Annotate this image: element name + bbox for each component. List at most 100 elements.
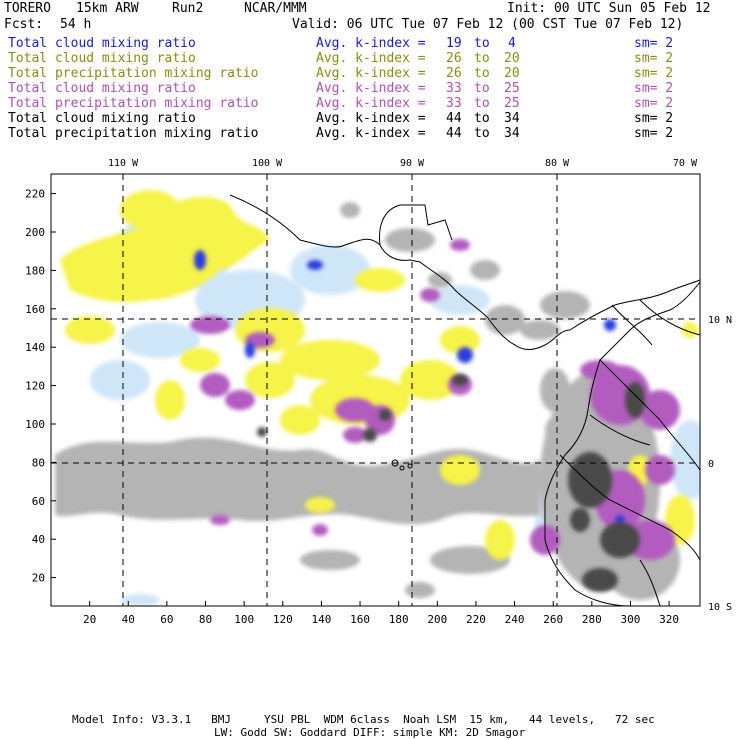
legend-row: Total precipitation mixing ratio Avg. k-i…: [8, 126, 728, 141]
legend-row: Total precipitation mixing ratio Avg. k-i…: [8, 66, 728, 81]
legend-to: 4: [508, 36, 516, 51]
footer-model-info: Model Info: V3.3.1 BMJ YSU PBL WDM 6clas…: [72, 713, 655, 726]
legend-row: Total cloud mixing ratio Avg. k-index = 33…: [8, 81, 728, 96]
y-tick-label: 140: [25, 341, 45, 354]
header-fcst-label: Fcst:: [4, 17, 44, 32]
y-axis: 220 200 180 160 140 120 100 80 60 40 20: [25, 188, 56, 585]
coastlines: [229, 194, 701, 607]
legend-row: Total precipitation mixing ratio Avg. k-i…: [8, 96, 728, 111]
longitude-label: 70 W: [673, 158, 698, 169]
y-tick-label: 120: [25, 380, 45, 393]
legend-sm: sm= 2: [634, 96, 674, 111]
longitude-label: 90 W: [400, 158, 425, 169]
longitude-label: 100 W: [252, 158, 283, 169]
x-tick-label: 160: [350, 613, 370, 626]
legend-field: Total precipitation mixing ratio: [8, 126, 259, 141]
footer-physics: LW: Godd SW: Goddard DIFF: simple KM: 2D…: [214, 726, 526, 739]
legend-to-label: to: [474, 96, 490, 111]
y-tick-label: 220: [25, 188, 45, 201]
legend-to-label: to: [474, 126, 490, 141]
legend-field: Total precipitation mixing ratio: [8, 96, 259, 111]
x-tick-label: 320: [659, 613, 679, 626]
legend-from: 26: [446, 51, 462, 66]
x-tick-label: 120: [273, 613, 293, 626]
legend-field: Total cloud mixing ratio: [8, 51, 196, 66]
plot-frame: [50, 173, 701, 607]
legend-field: Total cloud mixing ratio: [8, 81, 196, 96]
legend-row: Total cloud mixing ratio Avg. k-index = 19…: [8, 36, 728, 51]
legend-sm: sm= 2: [634, 111, 674, 126]
purple-regions: [190, 239, 680, 560]
x-tick-label: 140: [311, 613, 331, 626]
header-fcst-value: 54 h: [60, 17, 92, 32]
header-model: TORERO: [4, 1, 51, 16]
y-tick-label: 20: [32, 572, 45, 585]
legend-to: 25: [504, 81, 520, 96]
longitude-labels: 110 W 100 W 90 W 80 W 70 W: [108, 158, 698, 169]
header-valid: Valid: 06 UTC Tue 07 Feb 12 (00 CST Tue …: [292, 17, 684, 32]
legend-from: 33: [446, 81, 462, 96]
y-tick-label: 160: [25, 303, 45, 316]
x-tick-label: 20: [83, 613, 96, 626]
grey-cloud-regions: [55, 202, 680, 600]
x-axis: 20 40 60 80 100 120 140 160 180 200 220 240 260 280 30…: [83, 601, 679, 626]
legend-row: Total cloud mixing ratio Avg. k-index = 26…: [8, 51, 728, 66]
legend-field: Total cloud mixing ratio: [8, 36, 196, 51]
x-tick-label: 200: [427, 613, 447, 626]
legend-from: 19: [446, 36, 462, 51]
legend-to-label: to: [474, 81, 490, 96]
legend-from: 33: [446, 96, 462, 111]
y-tick-label: 80: [32, 456, 45, 469]
legend-kindex: Avg. k-index =: [316, 81, 426, 96]
legend-to: 25: [504, 96, 520, 111]
y-tick-label: 180: [25, 264, 45, 277]
x-tick-label: 60: [160, 613, 173, 626]
legend-sm: sm= 2: [634, 36, 674, 51]
header-init: Init: 00 UTC Sun 05 Feb 12: [507, 1, 711, 16]
legend-sm: sm= 2: [634, 126, 674, 141]
legend-kindex: Avg. k-index =: [316, 66, 426, 81]
legend-sm: sm= 2: [634, 66, 674, 81]
legend-kindex: Avg. k-index =: [316, 36, 426, 51]
legend-field: Total cloud mixing ratio: [8, 111, 196, 126]
latitude-label: 10 S: [708, 602, 732, 613]
y-tick-label: 60: [32, 495, 45, 508]
x-tick-label: 300: [621, 613, 641, 626]
legend-to-label: to: [474, 66, 490, 81]
latitude-label: 0: [708, 459, 714, 470]
longitude-label: 110 W: [108, 158, 139, 169]
x-tick-label: 80: [199, 613, 212, 626]
legend-to-label: to: [474, 111, 490, 126]
latitude-label: 10 N: [708, 315, 732, 326]
x-tick-label: 220: [466, 613, 486, 626]
x-tick-label: 100: [234, 613, 254, 626]
x-tick-label: 240: [505, 613, 525, 626]
legend-kindex: Avg. k-index =: [316, 126, 426, 141]
legend-to: 20: [504, 51, 520, 66]
header-org: NCAR/MMM: [244, 1, 307, 16]
x-tick-label: 180: [389, 613, 409, 626]
header-resolution: 15km ARW: [76, 1, 139, 16]
legend-sm: sm= 2: [634, 81, 674, 96]
precip-field: [55, 190, 700, 606]
legend-from: 44: [446, 111, 462, 126]
legend-to-label: to: [474, 36, 490, 51]
header-run: Run2: [172, 1, 204, 16]
dark-grey-regions: [257, 374, 645, 592]
graticule: [51, 174, 700, 606]
longitude-label: 80 W: [545, 158, 570, 169]
x-tick-label: 40: [122, 613, 135, 626]
legend-to-label: to: [474, 51, 490, 66]
yellow-regions: [60, 190, 698, 560]
y-tick-label: 40: [32, 533, 45, 546]
x-tick-label: 280: [582, 613, 602, 626]
legend-to: 34: [504, 126, 520, 141]
legend-to: 34: [504, 111, 520, 126]
legend-to: 20: [504, 66, 520, 81]
latitude-labels: 10 N 0 10 S: [708, 315, 732, 613]
legend-kindex: Avg. k-index =: [316, 96, 426, 111]
legend-kindex: Avg. k-index =: [316, 51, 426, 66]
legend-sm: sm= 2: [634, 51, 674, 66]
y-tick-label: 200: [25, 226, 45, 239]
